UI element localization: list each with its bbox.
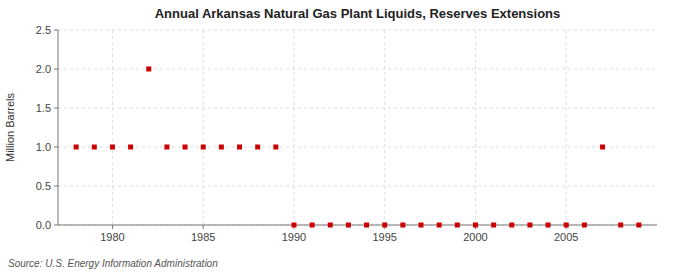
point: [382, 223, 387, 228]
y-tick: [54, 69, 58, 70]
y-axis-line: [58, 30, 59, 225]
points: [74, 67, 642, 228]
y-axis-label: Million Barrels: [4, 92, 16, 162]
x-tick-label: 2005: [554, 231, 578, 243]
point: [273, 145, 278, 150]
point: [564, 223, 569, 228]
source-note: Source: U.S. Energy Information Administ…: [8, 258, 218, 269]
y-tick: [54, 147, 58, 148]
point: [92, 145, 97, 150]
point: [419, 223, 424, 228]
point: [455, 223, 460, 228]
x-grid-line: [203, 30, 204, 225]
point: [491, 223, 496, 228]
x-tick-label: 1995: [372, 231, 396, 243]
y-tick-label: 2.0: [36, 63, 51, 75]
y-tick: [54, 225, 58, 226]
x-tick-label: 1980: [100, 231, 124, 243]
x-grid-line: [384, 30, 385, 225]
x-tick: [203, 225, 204, 229]
y-tick-label: 1.5: [36, 102, 51, 114]
point: [600, 145, 605, 150]
y-grid-line: [58, 186, 657, 187]
y-tick: [54, 30, 58, 31]
point: [473, 223, 478, 228]
y-tick-label: 0.0: [36, 219, 51, 231]
point: [636, 223, 641, 228]
point: [237, 145, 242, 150]
x-grid-line: [566, 30, 567, 225]
plot-area: [58, 30, 657, 225]
point: [164, 145, 169, 150]
point: [546, 223, 551, 228]
point: [527, 223, 532, 228]
y-grid-line: [58, 108, 657, 109]
x-tick-label: 1990: [282, 231, 306, 243]
x-tick-label: 2000: [463, 231, 487, 243]
point: [437, 223, 442, 228]
axes: 1980 1985 1990 1995 2000 2005 0.0 0.5 1.0 1.5 2.0 2…: [36, 24, 657, 243]
point: [509, 223, 514, 228]
y-tick-label: 1.0: [36, 141, 51, 153]
y-tick: [54, 108, 58, 109]
x-tick-label: 1985: [191, 231, 215, 243]
point: [146, 67, 151, 72]
x-grid-line: [112, 30, 113, 225]
point: [219, 145, 224, 150]
y-tick: [54, 186, 58, 187]
point: [310, 223, 315, 228]
point: [346, 223, 351, 228]
point: [364, 223, 369, 228]
x-grid-line: [475, 30, 476, 225]
y-grid-line: [58, 30, 657, 31]
point: [183, 145, 188, 150]
point: [110, 145, 115, 150]
point: [291, 223, 296, 228]
y-tick-label: 0.5: [36, 180, 51, 192]
point: [400, 223, 405, 228]
x-tick: [112, 225, 113, 229]
x-grid-line: [293, 30, 294, 225]
point: [201, 145, 206, 150]
y-grid-line: [58, 147, 657, 148]
chart: 1980 1985 1990 1995 2000 2005 0.0 0.5 1.0 1.5 2.0 2…: [0, 0, 675, 275]
point: [328, 223, 333, 228]
title: Annual Arkansas Natural Gas Plant Liquid…: [155, 6, 561, 21]
point: [582, 223, 587, 228]
grid: [58, 30, 657, 225]
y-tick-label: 2.5: [36, 24, 51, 36]
point: [618, 223, 623, 228]
point: [128, 145, 133, 150]
point: [255, 145, 260, 150]
point: [74, 145, 79, 150]
